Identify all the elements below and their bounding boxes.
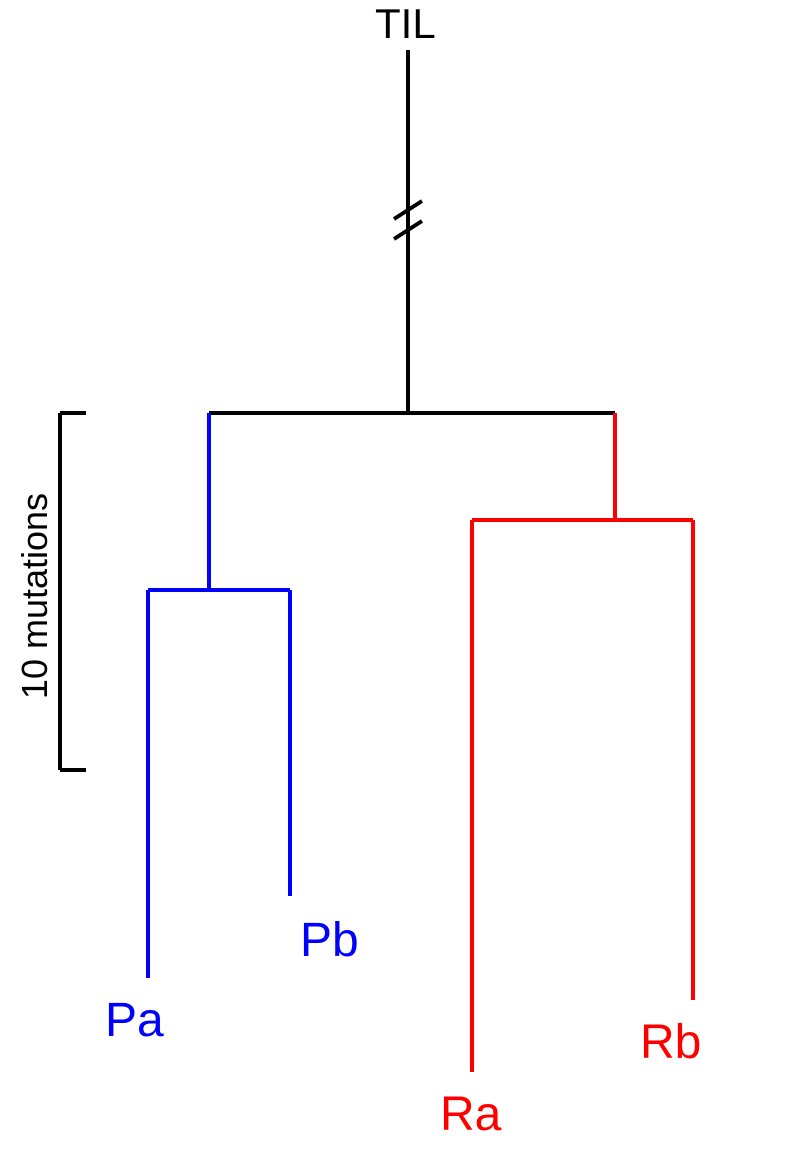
clade-p (148, 413, 290, 978)
pa-label: Pa (105, 993, 164, 1048)
ra-label: Ra (440, 1087, 501, 1142)
scale-bar (60, 413, 86, 770)
tree-diagram: TIL Pa Pb Ra Rb 10 mutations (0, 0, 787, 1168)
clade-r (472, 413, 693, 1072)
root-label: TIL (375, 0, 436, 48)
scale-bar-label: 10 mutations (14, 486, 56, 706)
pb-label: Pb (300, 913, 359, 968)
trunk (394, 50, 422, 413)
rb-label: Rb (640, 1015, 701, 1070)
